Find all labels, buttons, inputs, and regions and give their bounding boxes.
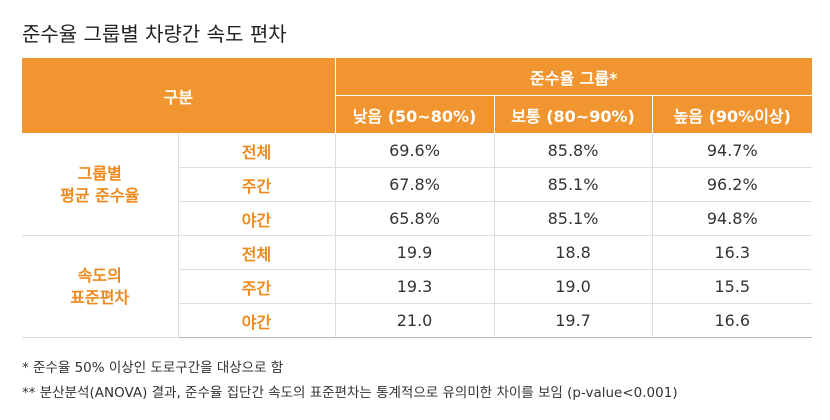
table-row: 그룹별 평균 준수율 전체 69.6% 85.8% 94.7% (22, 133, 813, 236)
header-cell: 준수율 그룹* (334, 58, 813, 96)
header-cell: 높음 (90%이상) (651, 95, 813, 134)
cell: 15.5 (651, 269, 813, 304)
cell: 19.3 (334, 269, 495, 304)
cell: 94.8% (651, 201, 813, 236)
cell: 85.8% (493, 133, 653, 168)
cell: 19.0 (493, 269, 653, 304)
cell: 65.8% (334, 201, 495, 236)
cell: 16.3 (651, 235, 813, 270)
header-cell: 낮음 (50~80%) (334, 95, 495, 134)
cell: 19.7 (493, 303, 653, 338)
row-label: 전체 (177, 133, 336, 168)
table-row: 야간 21.0 19.7 16.6 (22, 303, 813, 338)
row-label: 전체 (177, 235, 336, 270)
header-row: 구분 준수율 그룹* (22, 58, 813, 134)
title: 준수율 그룹별 차량간 속도 편차 (22, 22, 287, 46)
table-row: 속도의 표준편차 전체 19.9 18.8 16.3 (22, 235, 813, 338)
cell: 94.7% (651, 133, 813, 168)
section-label-line: 그룹별 (77, 163, 122, 183)
section-label: 그룹별 평균 준수율 (22, 133, 179, 236)
cell: 85.1% (493, 167, 653, 202)
cell: 69.6% (334, 133, 495, 168)
header-cell: 구분 (22, 58, 336, 134)
cell: 21.0 (334, 303, 495, 338)
footnote: ** 분산분석(ANOVA) 결과, 준수율 집단간 속도의 표준편차는 통계적… (22, 385, 678, 401)
table-body: 그룹별 평균 준수율 전체 69.6% 85.8% 94.7% 주간 67.8% 85.1% 96… (22, 133, 813, 338)
table: 구분 준수율 그룹* 낮음 (50~80%) 보통 (80~90%) 높음 (90%… (22, 58, 813, 338)
footnote: * 준수율 50% 이상인 도로구간을 대상으로 함 (22, 360, 284, 376)
cell: 19.9 (334, 235, 495, 270)
cell: 18.8 (493, 235, 653, 270)
section-label-line: 표준편차 (70, 287, 130, 307)
table-row: 야간 65.8% 85.1% 94.8% (22, 201, 813, 236)
table-head: 구분 준수율 그룹* 낮음 (50~80%) 보통 (80~90%) 높음 (90%… (22, 58, 813, 134)
section-label-line: 속도의 (77, 265, 122, 285)
row-label: 야간 (177, 303, 336, 338)
section-label: 속도의 표준편차 (22, 235, 179, 338)
section-label-line: 평균 준수율 (60, 185, 140, 205)
table-row: 주간 19.3 19.0 15.5 (22, 269, 813, 304)
cell: 85.1% (493, 201, 653, 236)
cell: 67.8% (334, 167, 495, 202)
table-row: 주간 67.8% 85.1% 96.2% (22, 167, 813, 202)
row-label: 주간 (177, 167, 336, 202)
cell: 96.2% (651, 167, 813, 202)
header-row: 낮음 (50~80%) 보통 (80~90%) 높음 (90%이상) (22, 95, 813, 134)
row-label: 주간 (177, 269, 336, 304)
row-label: 야간 (177, 201, 336, 236)
cell: 16.6 (651, 303, 813, 338)
header-cell: 보통 (80~90%) (493, 95, 653, 134)
